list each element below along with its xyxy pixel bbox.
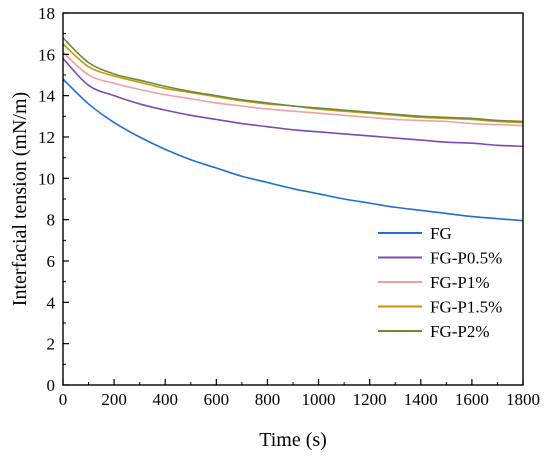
legend-label: FG-P2% — [430, 322, 490, 341]
y-tick-label: 8 — [47, 211, 56, 230]
x-tick-label: 0 — [59, 390, 68, 409]
y-tick-label: 4 — [47, 293, 56, 312]
x-tick-label: 1200 — [353, 390, 387, 409]
y-axis-title: Interfacial tension (mN/m) — [9, 92, 31, 306]
x-tick-label: 1000 — [302, 390, 336, 409]
x-tick-label: 200 — [101, 390, 127, 409]
y-tick-label: 18 — [38, 4, 55, 23]
y-tick-label: 16 — [38, 45, 55, 64]
legend-label: FG-P1.5% — [430, 298, 502, 317]
y-tick-label: 14 — [38, 87, 56, 106]
legend-label: FG — [430, 224, 452, 243]
x-tick-label: 1400 — [404, 390, 438, 409]
y-tick-label: 12 — [38, 128, 55, 147]
plot-series — [62, 37, 524, 222]
legend-label: FG-P1% — [430, 273, 490, 292]
y-tick-label: 6 — [47, 252, 56, 271]
x-axis-title: Time (s) — [259, 429, 327, 451]
legend: FG FG-P0.5% FG-P1% FG-P1.5% FG-P2% — [378, 224, 502, 341]
series-line-1 — [62, 57, 524, 148]
y-tick-label: 0 — [47, 376, 56, 395]
x-tick-label: 1800 — [506, 390, 540, 409]
x-tick-label: 1600 — [455, 390, 489, 409]
series-line-2 — [62, 51, 524, 127]
series-line-4 — [62, 37, 524, 123]
x-tick-label: 800 — [255, 390, 281, 409]
legend-label: FG-P0.5% — [430, 249, 502, 268]
y-axis: 0 2 4 6 8 10 12 14 16 18 — [38, 4, 69, 395]
series-line-0 — [62, 78, 524, 222]
x-axis: 0 200 400 600 800 1000 1200 1400 1600 1800 — [59, 379, 540, 409]
y-tick-label: 2 — [47, 335, 56, 354]
x-tick-label: 400 — [152, 390, 178, 409]
x-tick-label: 600 — [204, 390, 230, 409]
y-tick-label: 10 — [38, 169, 55, 188]
